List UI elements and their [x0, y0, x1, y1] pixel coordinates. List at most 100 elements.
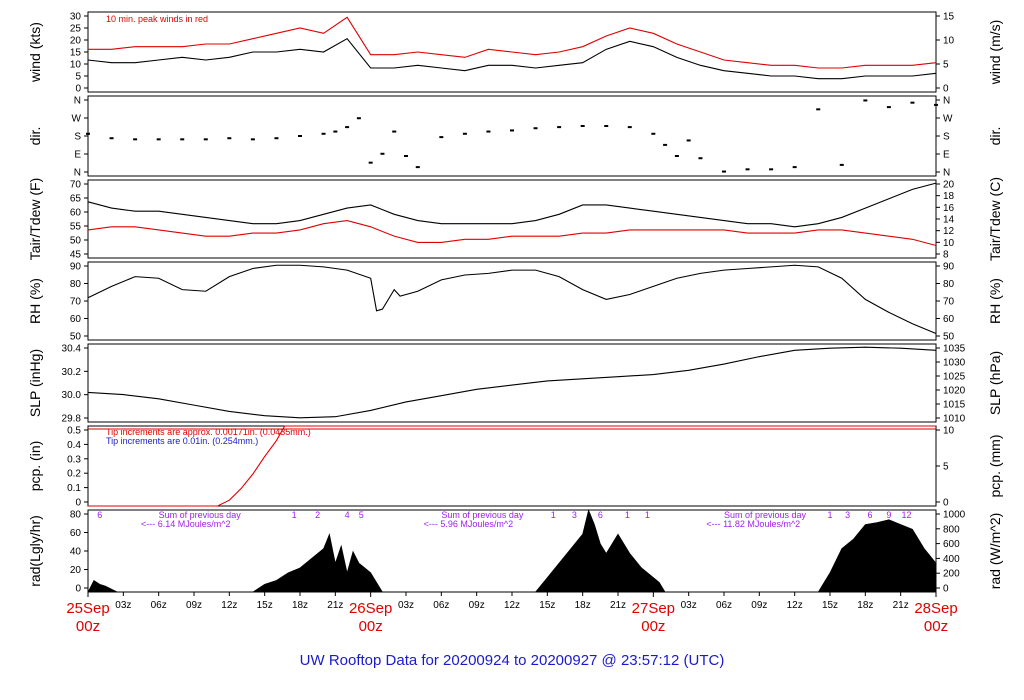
figure-title: UW Rooftop Data for 20200924 to 20200927…: [300, 652, 725, 669]
x-tick-label: 06z: [151, 600, 167, 611]
rad-day-sum-label: Sum of previous day: [724, 510, 807, 520]
rh-ytick-label-left: 80: [70, 279, 82, 290]
rh-ytick-label-right: 90: [943, 262, 955, 273]
dir-point: [886, 106, 891, 109]
rad-hour-mark: 1: [645, 510, 650, 520]
dir-frame: [87, 95, 937, 177]
temp-series-tair: [87, 182, 937, 228]
pcp-ytick-label-left: 0.4: [67, 440, 81, 451]
temp-ytick-label-left: 50: [70, 236, 82, 247]
x-day-label-date: 25Sep: [66, 600, 109, 617]
wind-ytick-label-right: 15: [943, 12, 955, 23]
slp-ytick-label-left: 30.0: [62, 390, 82, 401]
dir-point: [792, 166, 797, 169]
dir-point: [274, 137, 279, 140]
slp-ytick-label-left: 30.2: [62, 367, 82, 378]
rh-ytick-label-right: 60: [943, 314, 955, 325]
rad-hour-mark: 3: [572, 510, 577, 520]
dir-ytick-label-left: N: [74, 168, 81, 179]
x-tick-label: 21z: [327, 600, 343, 611]
dir-point: [769, 168, 774, 171]
rh-frame: [87, 261, 937, 341]
time-axis: 03z 06z 09z 12z 15z 18z 21z 03z 06z 09z 12z 15z 18z 2…: [66, 592, 958, 635]
x-tick-label: 09z: [469, 600, 485, 611]
dir-point: [674, 155, 679, 157]
rad-ytick-label-right: 200: [943, 569, 960, 580]
rh-ylabel-right: RH (%): [987, 278, 1003, 324]
slp-ytick-label-right: 1030: [943, 358, 966, 369]
wind-ytick-label-left: 25: [70, 24, 82, 35]
wind-ytick-label-left: 10: [70, 60, 82, 71]
temp-ytick-label-right: 16: [943, 203, 955, 214]
x-tick-label: 06z: [433, 600, 449, 611]
rh-ylabel-left: RH (%): [27, 278, 43, 324]
rh-ytick-label-left: 60: [70, 314, 82, 325]
x-tick-label: 15z: [822, 600, 838, 611]
dir-ytick-label-right: E: [943, 150, 950, 161]
dir-point: [439, 136, 444, 139]
x-tick-label: 12z: [504, 600, 520, 611]
rad-ytick-label-right: 1000: [943, 510, 966, 521]
rad-hour-mark: 6: [868, 510, 873, 520]
slp-ytick-label-right: 1010: [943, 414, 966, 425]
rad-hour-mark: 1: [827, 510, 832, 520]
pcp-ytick-label-right: 10: [943, 426, 955, 437]
dir-point: [133, 138, 138, 141]
slp-ylabel-left: SLP (inHg): [27, 349, 43, 417]
x-tick-label: 03z: [115, 600, 131, 611]
rad-hour-mark: 1: [625, 510, 630, 520]
temp-ylabel-right: Tair/Tdew (C): [987, 177, 1003, 261]
wind-ytick-label-left: 20: [70, 36, 82, 47]
wind-series-wind: [87, 37, 937, 80]
rh-ytick-label-right: 50: [943, 332, 955, 343]
dir-ytick-label-right: S: [943, 132, 950, 143]
panels-group: wind (kts) wind (m/s)05101520253005101510…: [27, 11, 1003, 595]
dir-point: [298, 135, 302, 137]
rh-ytick-label-left: 70: [70, 297, 82, 308]
pcp-ylabel-left: pcp. (in): [27, 441, 43, 492]
slp-ylabel-right: SLP (hPa): [987, 351, 1003, 415]
x-tick-label: 21z: [610, 600, 626, 611]
x-day-label-date: 27Sep: [632, 600, 675, 617]
wind-ylabel-left: wind (kts): [27, 22, 43, 83]
pcp-ytick-label-right: 0: [943, 498, 949, 509]
dir-ytick-label-left: N: [74, 96, 81, 107]
wind-ytick-label-left: 30: [70, 12, 82, 23]
dir-ytick-label-left: E: [74, 150, 81, 161]
rad-ylabel-right: rad (W/m^2): [987, 513, 1003, 590]
wind-ytick-label-right: 10: [943, 36, 955, 47]
dir-ylabel-right: dir.: [987, 127, 1003, 146]
dir-point: [863, 99, 868, 102]
dir-point: [686, 139, 691, 142]
rad-ytick-label-right: 0: [943, 584, 949, 595]
x-tick-label: 06z: [716, 600, 732, 611]
temp-ytick-label-right: 14: [943, 215, 955, 226]
temp-ytick-label-left: 45: [70, 250, 82, 261]
rad-hour-mark: 2: [315, 510, 320, 520]
dir-point: [722, 170, 726, 173]
rad-ytick-label-left: 20: [70, 565, 82, 576]
rad-hour-mark: 1: [292, 510, 297, 520]
temp-ytick-label-left: 55: [70, 222, 82, 233]
pcp-annotation-blue: Tip increments are 0.01in. (0.254mm.): [106, 436, 258, 446]
slp-ytick-label-left: 30.4: [62, 344, 82, 355]
rad-hour-mark: 12: [902, 510, 912, 520]
dir-point: [321, 132, 326, 135]
wind-ytick-label-right: 5: [943, 60, 949, 71]
rad-hour-mark: 9: [886, 510, 891, 520]
temp-series-tdew: [87, 220, 937, 247]
dir-point: [533, 127, 538, 130]
dir-point: [486, 130, 491, 133]
slp-ytick-label-right: 1025: [943, 372, 966, 383]
rad-hour-mark: 5: [359, 510, 364, 520]
rad-day-sum-value: <--- 5.96 MJoules/m^2: [424, 519, 514, 529]
rad-ytick-label-right: 600: [943, 539, 960, 550]
pcp-annotation-red: Tip increments are approx. 0.00171in. (0…: [106, 427, 311, 437]
rad-day-sum-value: <--- 11.82 MJoules/m^2: [706, 519, 800, 529]
x-tick-label: 09z: [751, 600, 767, 611]
dir-point: [816, 108, 821, 111]
rh-series-rh: [87, 264, 937, 335]
dir-point: [663, 143, 668, 146]
